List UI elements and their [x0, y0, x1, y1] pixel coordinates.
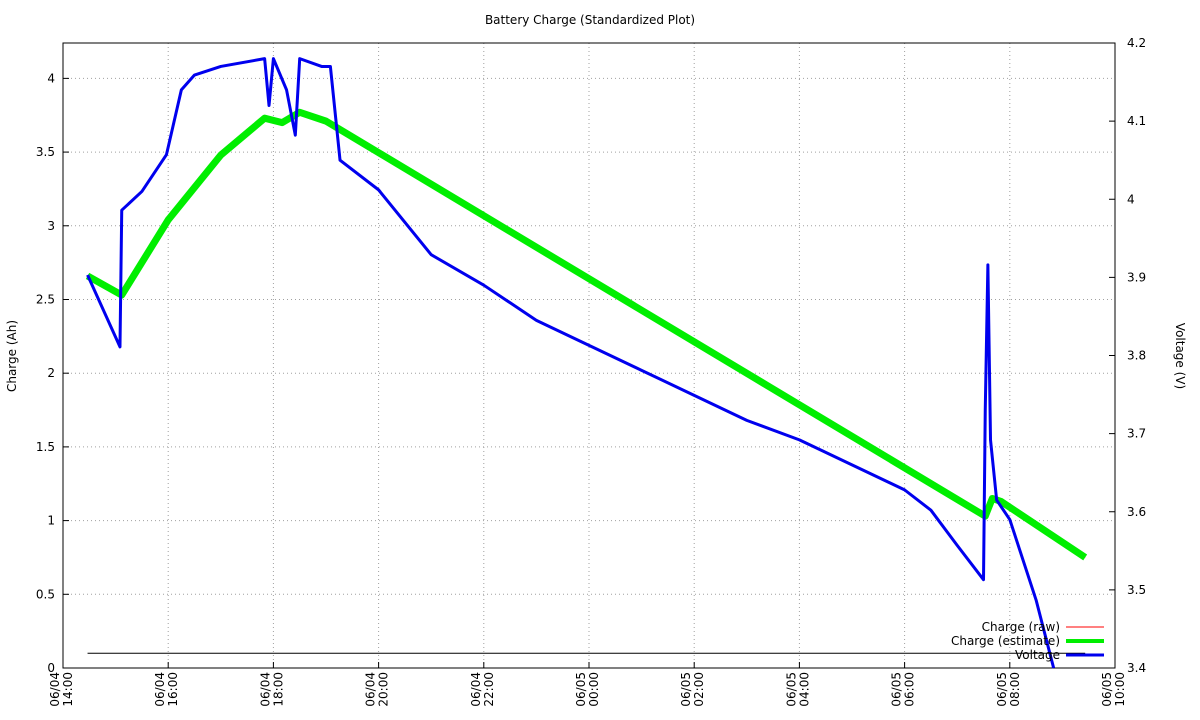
- legend-label: Voltage: [1015, 648, 1060, 662]
- y-tick-label: 0: [47, 661, 55, 675]
- y2-tick-label: 3.5: [1127, 583, 1146, 597]
- y-tick-label: 1: [47, 514, 55, 528]
- series-line: [87, 111, 1086, 558]
- x-tick-label: 06/0510:00: [1100, 672, 1127, 707]
- x-tick-label: 06/0420:00: [364, 672, 391, 707]
- x-tick-label: 06/0414:00: [48, 672, 75, 707]
- y2-tick-label: 3.4: [1127, 661, 1146, 675]
- x-tick-label: 06/0508:00: [995, 672, 1022, 707]
- x-tick-label: 06/0416:00: [153, 672, 180, 707]
- x-tick-label: 06/0504:00: [784, 672, 811, 707]
- y2-tick-label: 3.9: [1127, 270, 1146, 284]
- y-tick-label: 0.5: [36, 587, 55, 601]
- y-tick-label: 3.5: [36, 145, 55, 159]
- legend-label: Charge (raw): [982, 620, 1060, 634]
- y2-tick-label: 4: [1127, 192, 1135, 206]
- series-line: [85, 108, 1088, 561]
- x-tick-label: 06/0418:00: [258, 672, 285, 707]
- series-line: [86, 57, 1056, 669]
- y-tick-label: 3: [47, 219, 55, 233]
- y-tick-label: 1.5: [36, 440, 55, 454]
- y-tick-label: 2.5: [36, 292, 55, 306]
- y-axis-label: Charge (Ah): [5, 320, 19, 392]
- y2-axis-label: Voltage (V): [1173, 323, 1187, 389]
- y2-tick-label: 3.8: [1127, 349, 1146, 363]
- x-tick-label: 06/0502:00: [679, 672, 706, 707]
- y2-tick-label: 3.7: [1127, 427, 1146, 441]
- x-tick-label: 06/0500:00: [574, 672, 601, 707]
- y2-tick-label: 3.6: [1127, 505, 1146, 519]
- legend-label: Charge (estimate): [951, 634, 1060, 648]
- x-tick-label: 06/0506:00: [890, 672, 917, 707]
- plot-frame: [62, 42, 1116, 669]
- y-tick-label: 4: [47, 71, 55, 85]
- y-tick-label: 2: [47, 366, 55, 380]
- y2-tick-label: 4.1: [1127, 114, 1146, 128]
- x-tick-label: 06/0422:00: [469, 672, 496, 707]
- chart-title: Battery Charge (Standardized Plot): [485, 13, 695, 27]
- y2-tick-label: 4.2: [1127, 36, 1146, 50]
